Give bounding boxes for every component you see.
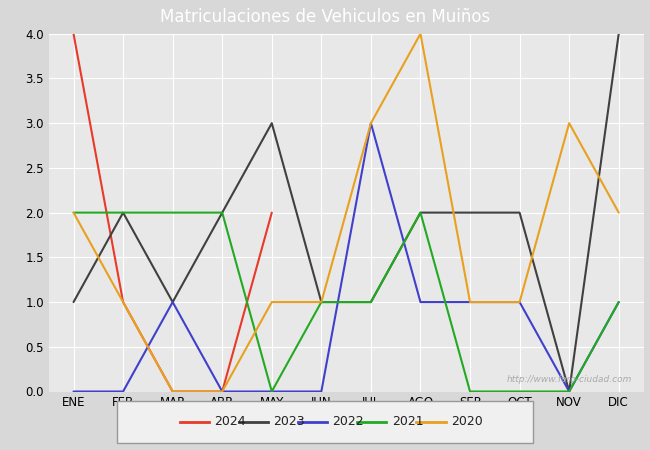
2021 — [70, 210, 77, 216]
2021 — [119, 210, 127, 216]
2023 — [417, 210, 424, 216]
2020 — [169, 389, 177, 394]
FancyBboxPatch shape — [117, 401, 533, 443]
2023 — [317, 299, 325, 305]
2021 — [367, 299, 375, 305]
2020 — [317, 299, 325, 305]
2020 — [70, 210, 77, 216]
Text: 2022: 2022 — [333, 415, 364, 428]
2022 — [566, 389, 573, 394]
2021 — [515, 389, 523, 394]
Text: 2021: 2021 — [392, 415, 423, 428]
2021 — [317, 299, 325, 305]
2020 — [218, 389, 226, 394]
2021 — [615, 299, 623, 305]
2024 — [70, 31, 77, 36]
Text: 2023: 2023 — [274, 415, 305, 428]
2022 — [417, 299, 424, 305]
2021 — [417, 210, 424, 216]
Line: 2021: 2021 — [73, 213, 619, 392]
2020 — [268, 299, 276, 305]
Line: 2022: 2022 — [73, 123, 619, 392]
2023 — [119, 210, 127, 216]
2024 — [119, 299, 127, 305]
2021 — [218, 210, 226, 216]
2023 — [70, 299, 77, 305]
2020 — [466, 299, 474, 305]
2024 — [268, 210, 276, 216]
2020 — [119, 299, 127, 305]
2020 — [566, 121, 573, 126]
2023 — [515, 210, 523, 216]
2023 — [268, 121, 276, 126]
2022 — [119, 389, 127, 394]
2023 — [566, 389, 573, 394]
2021 — [466, 389, 474, 394]
Text: 2024: 2024 — [214, 415, 246, 428]
Text: http://www.foro-ciudad.com: http://www.foro-ciudad.com — [506, 375, 632, 384]
2024 — [169, 389, 177, 394]
2020 — [615, 210, 623, 216]
2022 — [367, 121, 375, 126]
Text: Matriculaciones de Vehiculos en Muiños: Matriculaciones de Vehiculos en Muiños — [160, 8, 490, 26]
2022 — [466, 299, 474, 305]
2024 — [218, 389, 226, 394]
2023 — [466, 210, 474, 216]
2021 — [566, 389, 573, 394]
2020 — [417, 31, 424, 36]
2023 — [218, 210, 226, 216]
2023 — [169, 299, 177, 305]
2023 — [367, 299, 375, 305]
2020 — [515, 299, 523, 305]
2022 — [615, 299, 623, 305]
Line: 2023: 2023 — [73, 34, 619, 392]
2021 — [169, 210, 177, 216]
2022 — [268, 389, 276, 394]
2023 — [615, 31, 623, 36]
2022 — [70, 389, 77, 394]
2022 — [218, 389, 226, 394]
Line: 2020: 2020 — [73, 34, 619, 392]
2021 — [268, 389, 276, 394]
Line: 2024: 2024 — [73, 34, 272, 392]
2022 — [317, 389, 325, 394]
2020 — [367, 121, 375, 126]
2022 — [515, 299, 523, 305]
2022 — [169, 299, 177, 305]
Text: 2020: 2020 — [451, 415, 482, 428]
